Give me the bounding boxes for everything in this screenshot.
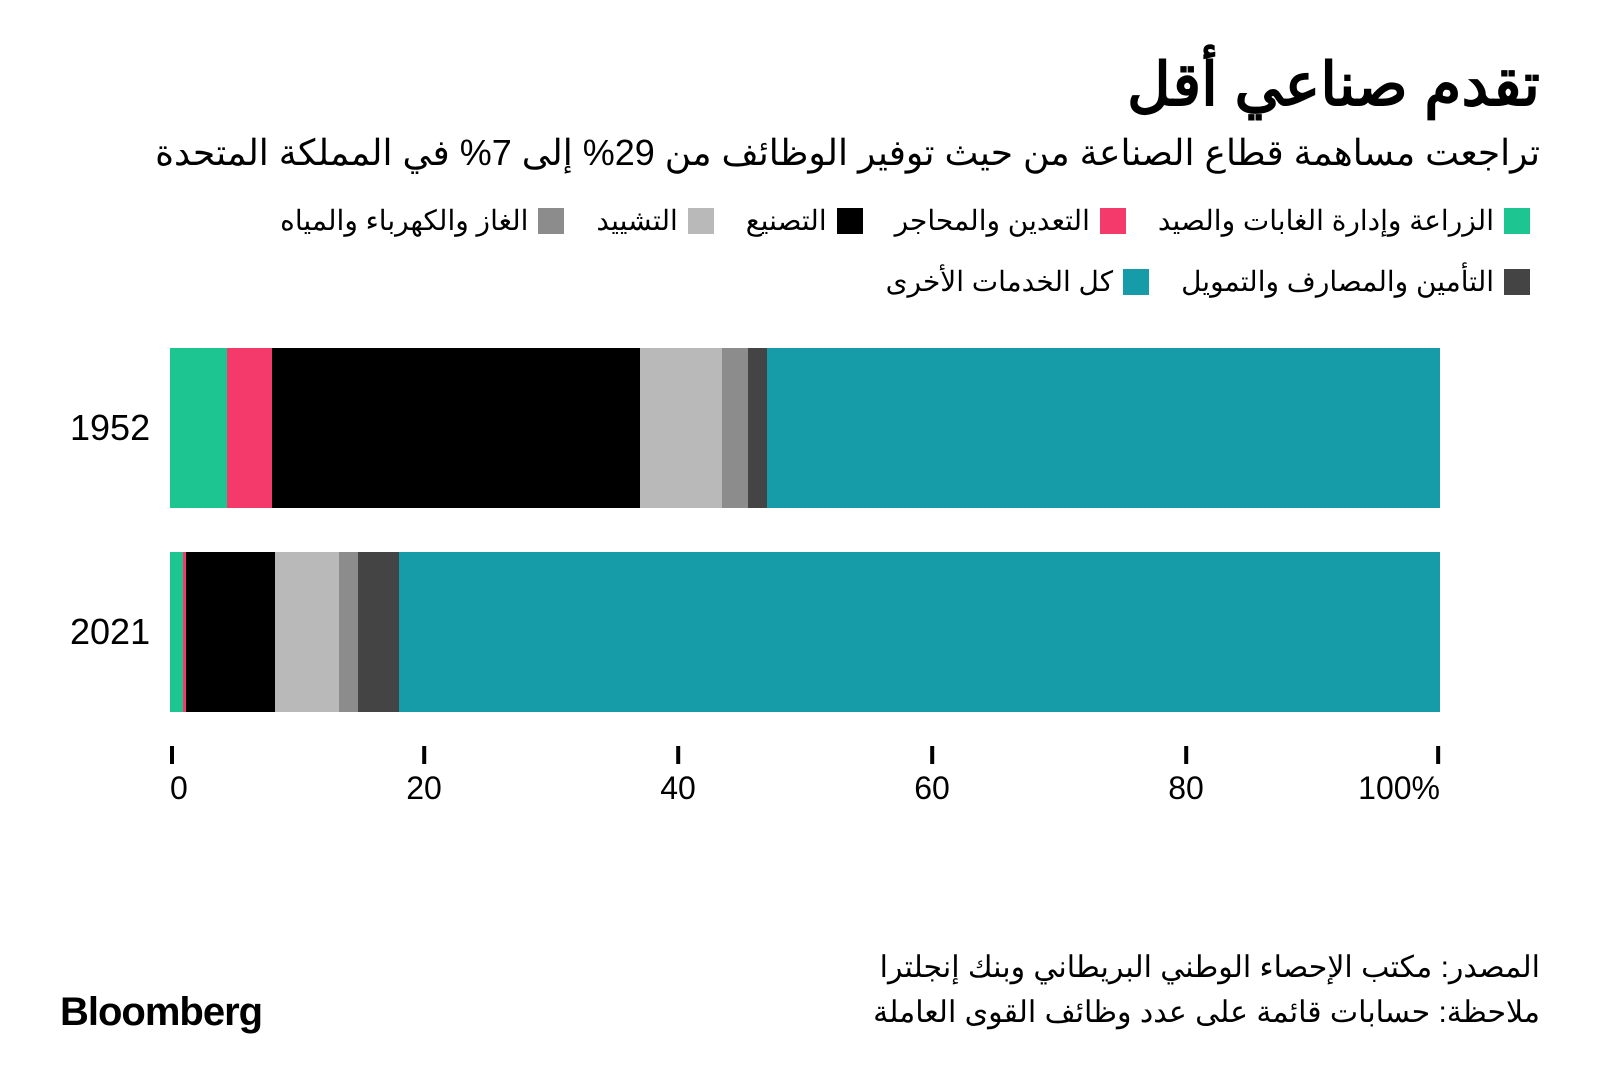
axis-tick: 80: [1168, 746, 1204, 807]
bar-segment: [748, 348, 767, 508]
legend-item: التشييد: [596, 204, 713, 237]
legend-swatch: [1504, 269, 1530, 295]
legend-swatch: [1123, 269, 1149, 295]
bar-segment: [227, 348, 271, 508]
tick-mark: [1436, 746, 1440, 764]
source-line: المصدر: مكتب الإحصاء الوطني البريطاني وب…: [873, 945, 1540, 990]
bar-segment: [272, 348, 640, 508]
chart-area: 1952 2021 0 20 40 60 80 100%: [60, 348, 1540, 806]
legend-item: كل الخدمات الأخرى: [886, 265, 1150, 298]
legend: الزراعة وإدارة الغابات والصيد التعدين وال…: [60, 204, 1540, 298]
bar-row: 1952: [70, 348, 1440, 508]
legend-label: التصنيع: [746, 204, 827, 237]
legend-label: التعدين والمحاجر: [895, 204, 1090, 237]
tick-label: 0: [170, 770, 188, 807]
axis-tick: 20: [406, 746, 442, 807]
axis-tick: 0: [170, 746, 188, 807]
tick-mark: [1184, 746, 1188, 764]
axis-tick: 60: [914, 746, 950, 807]
bar-segment: [399, 552, 1440, 712]
tick-mark: [170, 746, 174, 764]
tick-label: 60: [914, 770, 950, 807]
bar-segment: [640, 348, 723, 508]
bar-segment: [358, 552, 399, 712]
year-label: 1952: [70, 407, 160, 449]
legend-swatch: [1100, 208, 1126, 234]
bar-segment: [339, 552, 358, 712]
legend-label: التأمين والمصارف والتمويل: [1181, 265, 1494, 298]
footer-text: المصدر: مكتب الإحصاء الوطني البريطاني وب…: [873, 945, 1540, 1035]
axis-tick: 100%: [1358, 746, 1440, 807]
legend-swatch: [688, 208, 714, 234]
legend-item: التأمين والمصارف والتمويل: [1181, 265, 1530, 298]
tick-label: 40: [660, 770, 696, 807]
x-axis: 0 20 40 60 80 100%: [170, 746, 1440, 806]
legend-swatch: [837, 208, 863, 234]
legend-label: الزراعة وإدارة الغابات والصيد: [1158, 204, 1494, 237]
chart-title: تقدم صناعي أقل: [60, 50, 1540, 120]
tick-mark: [930, 746, 934, 764]
legend-label: كل الخدمات الأخرى: [886, 265, 1114, 298]
tick-label: 100%: [1358, 770, 1440, 807]
x-axis-row: 0 20 40 60 80 100%: [70, 746, 1440, 806]
legend-item: التصنيع: [746, 204, 863, 237]
legend-item: الغاز والكهرباء والمياه: [280, 204, 564, 237]
axis-tick: 40: [660, 746, 696, 807]
bar-container: [170, 552, 1440, 712]
legend-swatch: [1504, 208, 1530, 234]
tick-mark: [676, 746, 680, 764]
bar-container: [170, 348, 1440, 508]
bar-segment: [170, 552, 183, 712]
footer: المصدر: مكتب الإحصاء الوطني البريطاني وب…: [60, 945, 1540, 1035]
tick-label: 80: [1168, 770, 1204, 807]
tick-label: 20: [406, 770, 442, 807]
tick-mark: [422, 746, 426, 764]
legend-item: التعدين والمحاجر: [895, 204, 1126, 237]
chart-subtitle: تراجعت مساهمة قطاع الصناعة من حيث توفير …: [60, 132, 1540, 174]
brand-logo: Bloomberg: [60, 990, 262, 1035]
bar-segment: [170, 348, 227, 508]
year-label: 2021: [70, 611, 160, 653]
bar-segment: [275, 552, 339, 712]
legend-item: الزراعة وإدارة الغابات والصيد: [1158, 204, 1530, 237]
bars-container: 1952 2021: [70, 348, 1440, 712]
bar-segment: [722, 348, 747, 508]
legend-swatch: [538, 208, 564, 234]
legend-label: الغاز والكهرباء والمياه: [280, 204, 528, 237]
bar-row: 2021: [70, 552, 1440, 712]
bar-segment: [186, 552, 275, 712]
legend-label: التشييد: [596, 204, 677, 237]
note-line: ملاحظة: حسابات قائمة على عدد وظائف القوى…: [873, 990, 1540, 1035]
bar-segment: [767, 348, 1440, 508]
